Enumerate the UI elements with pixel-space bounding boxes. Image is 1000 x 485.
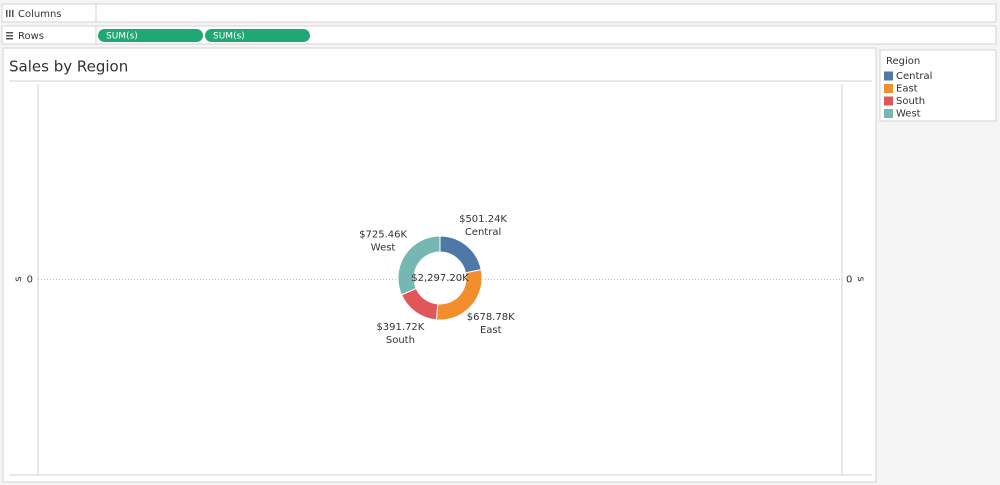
legend-swatch[interactable]	[884, 96, 893, 106]
pill-label: SUM(s)	[106, 32, 138, 42]
category-label: Central	[465, 227, 501, 238]
value-label: $391.72K	[376, 322, 424, 333]
value-label: $501.24K	[459, 214, 507, 225]
y-tick-label: 0	[27, 275, 33, 286]
y2-axis-label: s	[855, 276, 866, 281]
columns-icon	[6, 10, 14, 17]
legend	[879, 49, 997, 122]
pill-label: SUM(s)	[213, 32, 245, 42]
shelf-label: Rows	[18, 31, 44, 42]
category-label: West	[371, 242, 396, 253]
pill[interactable]	[205, 29, 310, 42]
y2-tick-label: 0	[846, 275, 852, 286]
legend-title: Region	[886, 56, 920, 67]
columns-shelf[interactable]	[1, 3, 997, 23]
shelf-label: Columns	[18, 9, 62, 20]
legend-swatch[interactable]	[884, 109, 893, 118]
chart-title: Sales by Region	[9, 58, 128, 76]
value-label: $678.78K	[467, 312, 515, 323]
legend-swatch[interactable]	[884, 84, 893, 93]
legend-entry[interactable]: West	[896, 109, 921, 120]
pill[interactable]	[98, 29, 203, 42]
rows-icon	[6, 32, 13, 40]
category-label: South	[386, 335, 415, 346]
legend-entry[interactable]: East	[896, 84, 918, 95]
category-label: East	[480, 325, 502, 336]
donut-slice	[397, 235, 441, 296]
total-label: $2,297.20K	[411, 273, 469, 284]
legend-swatch[interactable]	[884, 71, 893, 81]
view-pane	[2, 47, 877, 483]
y-axis-label: s	[13, 276, 24, 281]
legend-entry[interactable]: Central	[896, 71, 932, 82]
value-label: $725.46K	[359, 229, 407, 240]
legend-entry[interactable]: South	[896, 96, 925, 107]
